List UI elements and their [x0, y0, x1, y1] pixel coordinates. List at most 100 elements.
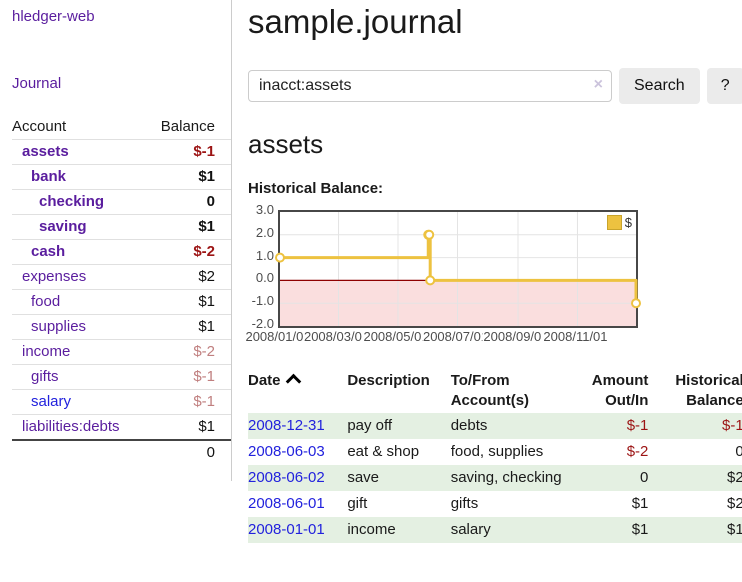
description-cell: pay off [347, 417, 393, 434]
account-balance: $1 [198, 293, 215, 310]
register-table: Date Description To/From Account(s) Amoun… [248, 369, 742, 543]
account-row: food $1 [12, 289, 231, 314]
balance-cell: $1 [727, 521, 742, 538]
register-row: 2008-12-31 pay off debts $-1 $-1 [248, 413, 742, 439]
account-link[interactable]: income [22, 343, 71, 360]
amount-cell: $1 [631, 521, 649, 538]
account-link[interactable]: expenses [22, 268, 87, 285]
account-balance: $-1 [193, 368, 215, 385]
accounts-total-row: 0 [12, 439, 231, 465]
accounts-total-value: 0 [206, 444, 215, 461]
account-balance: $1 [198, 168, 215, 185]
date-link[interactable]: 2008-12-31 [248, 417, 325, 434]
account-link[interactable]: gifts [31, 368, 59, 385]
date-link[interactable]: 2008-06-02 [248, 469, 325, 486]
legend-label: $ [624, 215, 632, 230]
account-link[interactable]: food [31, 293, 61, 310]
account-heading: assets [248, 129, 324, 159]
amount-cell: $1 [631, 495, 649, 512]
accounts-header-balance: Balance [160, 118, 215, 135]
x-axis-tick-label: 2008/05/01 [362, 329, 430, 345]
date-link[interactable]: 2008-06-01 [248, 495, 325, 512]
chart-title: Historical Balance: [248, 180, 384, 197]
chart-legend: $ [606, 215, 632, 230]
description-cell: gift [347, 495, 368, 512]
page: hledger-web Journal Account Balance asse… [0, 0, 742, 543]
accounts-cell: gifts [450, 495, 479, 512]
account-link[interactable]: bank [31, 168, 67, 185]
account-row: gifts $-1 [12, 364, 231, 389]
account-link[interactable]: salary [31, 393, 72, 410]
x-axis-tick-label: 2008/09/01 [482, 329, 550, 345]
balance-cell: 0 [735, 443, 742, 460]
y-axis-tick-label: 1.0 [255, 247, 274, 263]
account-balance: $1 [198, 418, 215, 435]
sort-ascending-icon [285, 373, 301, 390]
account-link[interactable]: checking [39, 193, 105, 210]
sidebar-item-journal[interactable]: Journal [12, 75, 62, 92]
accounts-cell: salary [450, 521, 491, 538]
account-balance: $1 [198, 218, 215, 235]
accounts-header-account: Account [12, 118, 67, 135]
column-header-amount: Amount Out/In [591, 372, 649, 409]
x-axis-tick-label: 2008/01/01 [244, 329, 312, 345]
y-axis-tick-label: 3.0 [255, 202, 274, 217]
register-row: 2008-01-01 income salary $1 $1 [248, 517, 742, 543]
legend-swatch-icon [606, 215, 622, 230]
account-row: income $-2 [12, 339, 231, 364]
balance-cell: $-1 [722, 417, 742, 434]
search-input-wrap: × [248, 70, 612, 102]
account-link[interactable]: cash [31, 243, 66, 260]
column-header-description: Description [347, 372, 430, 389]
accounts-cell: saving, checking [450, 469, 562, 486]
account-row: saving $1 [12, 214, 231, 239]
chart-plot-area: $ [275, 210, 641, 328]
account-link[interactable]: supplies [31, 318, 87, 335]
clear-search-icon[interactable]: × [593, 76, 603, 93]
balance-cell: $2 [727, 495, 742, 512]
column-header-date[interactable]: Date [248, 369, 347, 413]
register-row: 2008-06-03 eat & shop food, supplies $-2… [248, 439, 742, 465]
app-title-link[interactable]: hledger-web [12, 8, 95, 25]
y-axis-tick-label: 0.0 [255, 270, 274, 286]
account-row: cash $-2 [12, 239, 231, 264]
account-balance: 0 [206, 193, 215, 210]
account-balance: $-2 [193, 243, 215, 260]
account-row: supplies $1 [12, 314, 231, 339]
account-link[interactable]: saving [39, 218, 87, 235]
x-axis-tick-label: 2008/03/01 [302, 329, 371, 345]
register-header-row: Date Description To/From Account(s) Amoun… [248, 369, 742, 413]
amount-cell: $-2 [626, 443, 649, 460]
historical-balance-chart: $ 3.0 2.0 1.0 0.0 -1.0 -2.0 2008/01/01 2008/03/… [244, 202, 641, 345]
account-row: assets $-1 [12, 139, 231, 164]
account-row: salary $-1 [12, 389, 231, 414]
help-button[interactable]: ? [706, 68, 742, 104]
account-link[interactable]: assets [22, 143, 69, 160]
account-link[interactable]: liabilities:debts [22, 418, 120, 435]
register-row: 2008-06-02 save saving, checking 0 $2 [248, 465, 742, 491]
account-balance: $2 [198, 268, 215, 285]
y-axis-tick-label: 2.0 [255, 224, 274, 240]
account-balance: $-1 [193, 143, 215, 160]
date-link[interactable]: 2008-06-03 [248, 443, 325, 460]
amount-cell: 0 [640, 469, 649, 486]
account-row: expenses $2 [12, 264, 231, 289]
account-balance: $1 [198, 318, 215, 335]
search-input[interactable] [248, 70, 612, 102]
account-balance: $-2 [193, 343, 215, 360]
search-button[interactable]: Search [619, 68, 700, 104]
x-axis-tick-label: 2008/11/01 [542, 329, 609, 345]
register-row: 2008-06-01 gift gifts $1 $2 [248, 491, 742, 517]
description-cell: income [347, 521, 396, 538]
sidebar: hledger-web Journal Account Balance asse… [0, 0, 232, 481]
accounts-panel: Account Balance assets $-1 bank $1 check… [12, 115, 231, 465]
account-row: bank $1 [12, 164, 231, 189]
search-bar: × Search ? [248, 68, 742, 104]
account-balance: $-1 [193, 393, 215, 410]
description-cell: save [347, 469, 380, 486]
date-link[interactable]: 2008-01-01 [248, 521, 325, 538]
account-row: checking 0 [12, 189, 231, 214]
y-axis-tick-label: -1.0 [251, 293, 274, 309]
account-row: liabilities:debts $1 [12, 414, 231, 439]
balance-cell: $2 [727, 469, 742, 486]
